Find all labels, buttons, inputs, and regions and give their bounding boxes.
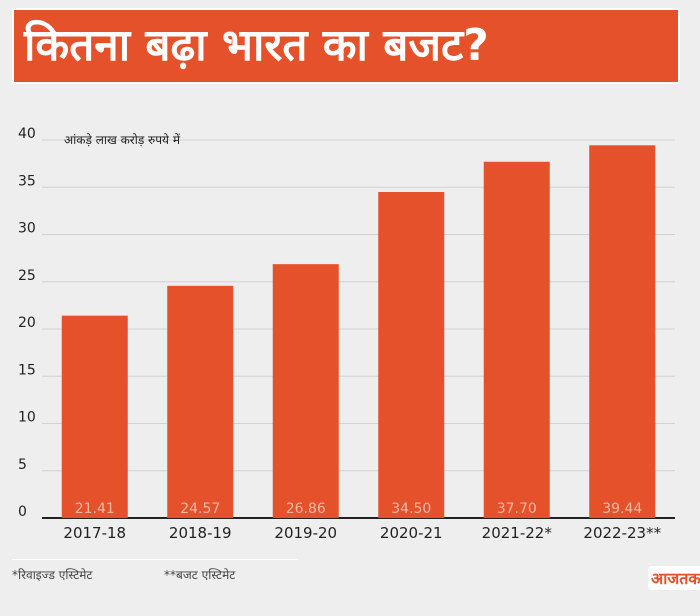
chart-title: कितना बढ़ा भारत का बजट? — [24, 20, 489, 71]
x-tick-label: 2021-22* — [482, 524, 553, 542]
bars-layer — [61, 145, 656, 519]
footnote-revised: *रिवाइज्ड एस्टिमेट — [12, 568, 93, 582]
bar — [272, 264, 339, 518]
bar — [589, 145, 656, 519]
footnote-divider — [12, 559, 298, 560]
bar — [167, 285, 234, 518]
x-tick-label: 2018-19 — [169, 524, 232, 542]
grid-layer — [42, 139, 675, 519]
aajtak-logo: आजतक — [648, 566, 700, 590]
y-tick-label: 20 — [18, 315, 36, 331]
bar — [483, 161, 550, 519]
y-tick-label: 10 — [18, 410, 36, 426]
y-tick-label: 35 — [18, 173, 36, 189]
bar — [378, 191, 445, 518]
bar-value-label: 37.70 — [497, 501, 537, 517]
bar-value-label: 34.50 — [391, 501, 431, 517]
x-tick-label: 2022-23** — [583, 524, 661, 542]
x-tick-label: 2017-18 — [63, 524, 126, 542]
y-tick-label: 40 — [18, 126, 36, 142]
x-tick-label: 2019-20 — [274, 524, 337, 542]
labels-layer: 0 5 10 15 20 25 30 35 40 21.41 2017-18 24.57 2018-19… — [18, 126, 662, 542]
y-tick-label: 5 — [18, 457, 27, 473]
chart-subtitle: आंकड़े लाख करोड़ रुपये में — [64, 133, 181, 147]
bar-value-label: 21.41 — [75, 501, 115, 517]
title-banner: कितना बढ़ा भारत का बजट? — [12, 8, 680, 84]
y-tick-label: 30 — [18, 221, 36, 237]
footnote-budget: **बजट एस्टिमेट — [164, 568, 236, 582]
bar — [61, 315, 128, 518]
bar-value-label: 39.44 — [602, 501, 642, 517]
y-tick-label: 0 — [18, 504, 27, 520]
bar-value-label: 26.86 — [286, 501, 326, 517]
y-tick-label: 25 — [18, 268, 36, 284]
bar-value-label: 24.57 — [180, 501, 220, 517]
x-tick-label: 2020-21 — [380, 524, 443, 542]
y-tick-label: 15 — [18, 362, 36, 378]
bar-chart: 0 5 10 15 20 25 30 35 40 21.41 2017-18 24.57 2018-19… — [18, 126, 675, 542]
